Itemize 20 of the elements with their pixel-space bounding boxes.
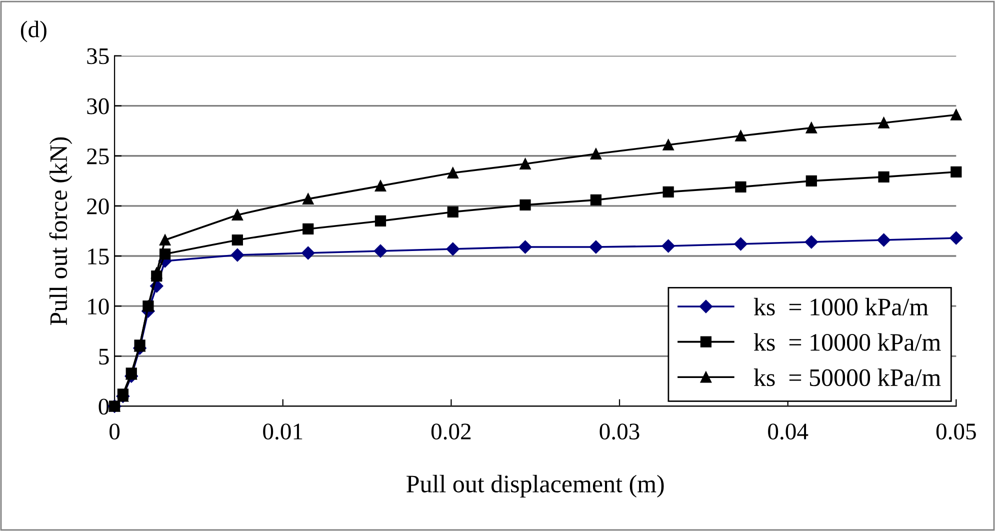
y-tick-label: 15 bbox=[88, 248, 109, 264]
x-tick-label: 0.01 bbox=[263, 424, 302, 440]
x-tick-label: 0.04 bbox=[768, 424, 808, 440]
y-tick-label: 5 bbox=[99, 348, 109, 365]
y-tick-label: 0 bbox=[98, 398, 109, 415]
y-axis-title: Pull out force (kN) bbox=[49, 137, 72, 326]
y-tick-label: 20 bbox=[87, 198, 109, 214]
x-tick-label: 0 bbox=[110, 424, 120, 440]
x-tick-label: 0.02 bbox=[431, 424, 471, 440]
y-tick-label: 30 bbox=[87, 98, 109, 114]
text: (d) bbox=[20, 20, 46, 42]
y-tick-label: 35 bbox=[87, 48, 109, 64]
legend-label: ks = 50000 kPa/m bbox=[754, 368, 941, 386]
y-tick-label: 10 bbox=[88, 298, 109, 315]
legend-label: ks = 1000 kPa/m bbox=[754, 298, 928, 316]
x-tick-label: 0.05 bbox=[936, 424, 976, 440]
x-tick-label: 0.03 bbox=[600, 424, 640, 440]
x-axis-title: Pull out displacement (m) bbox=[406, 474, 664, 498]
legend-label: ks = 10000 kPa/m bbox=[754, 333, 941, 351]
y-tick-label: 25 bbox=[87, 148, 109, 164]
